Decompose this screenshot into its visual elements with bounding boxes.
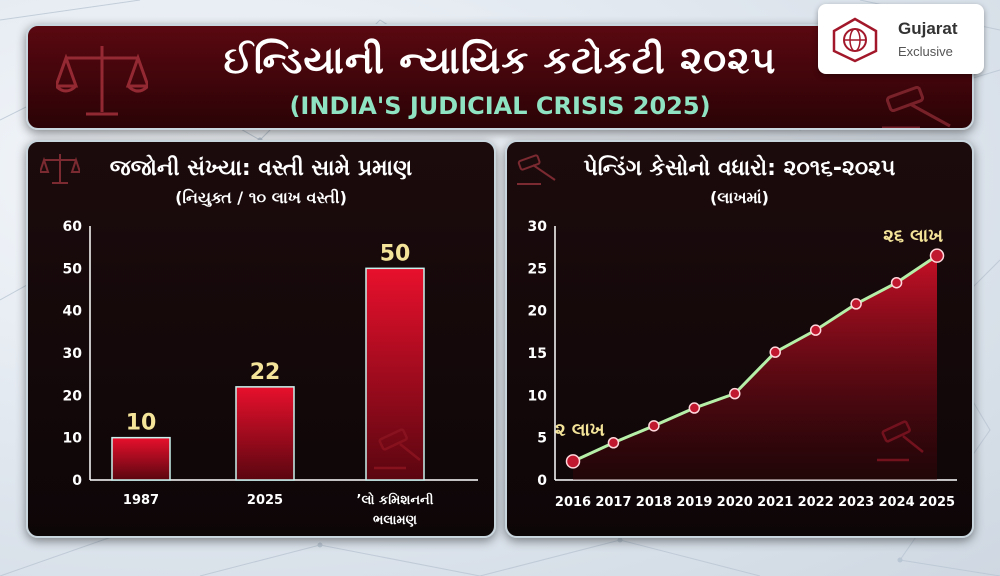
y-tick-label: 0 [72, 473, 82, 489]
page-subtitle: (INDIA'S JUDICIAL CRISIS 2025) [289, 92, 711, 120]
x-tick-label: 2023 [838, 495, 874, 510]
data-point [565, 454, 581, 469]
y-tick-label: 30 [528, 219, 548, 235]
page-title: ઈન્ડિયાની ન્યાયિક કટોકટી ૨૦૨૫ [223, 38, 777, 82]
y-tick-label: 10 [63, 431, 83, 447]
logo-tagline: Exclusive [898, 44, 953, 59]
y-tick-label: 15 [528, 346, 547, 362]
x-tick-label: 2016 [555, 495, 591, 510]
start-annotation: ૨ લાખ [555, 419, 605, 440]
bar-chart-subtitle: (નિયુક્ત / ૧૦ લાખ વસ્તી) [175, 188, 347, 207]
gavel-icon [517, 154, 556, 185]
x-tick-label: 2018 [636, 495, 672, 510]
bar [111, 436, 171, 481]
y-tick-label: 20 [63, 388, 83, 404]
y-tick-label: 0 [537, 473, 547, 489]
x-tick-label: 2025 [247, 493, 283, 508]
pending-cases-panel: પેન્ડિંગ કેસોનો વધારો: ૨૦૧૬-૨૦૨૫ (લાખમાં… [505, 140, 974, 538]
gavel-icon [882, 86, 951, 128]
x-tick-label: 2017 [595, 495, 631, 510]
x-tick-label: 2025 [919, 495, 955, 510]
data-point [688, 402, 701, 414]
y-tick-label: 20 [528, 304, 548, 320]
brand-logo: Gujarat Exclusive [818, 4, 984, 74]
data-point [769, 346, 781, 358]
x-tick-label: 2022 [798, 495, 834, 510]
x-tick-label: 2019 [676, 495, 712, 510]
scales-of-justice-icon [40, 154, 80, 184]
bar-value-label: 10 [126, 411, 157, 436]
x-tick-label: 2020 [717, 495, 753, 510]
gavel-icon [877, 420, 924, 462]
end-annotation: ૨૬ લાખ [883, 226, 943, 247]
y-tick-label: 25 [528, 261, 547, 277]
area-chart-subtitle: (લાખમાં) [709, 188, 769, 207]
x-tick-label: 2021 [757, 495, 793, 510]
data-point [809, 324, 822, 336]
data-point [929, 248, 945, 263]
gavel-icon [374, 428, 421, 470]
bar-value-label: 22 [250, 360, 281, 385]
logo-name: Gujarat [898, 19, 958, 38]
title-banner: ઈન્ડિયાની ન્યાયિક કટોકટી ૨૦૨૫ (INDIA'S J… [26, 24, 974, 130]
scales-of-justice-icon [56, 46, 148, 116]
bar-value-label: 50 [380, 241, 411, 266]
series-line [572, 254, 938, 463]
data-point [729, 387, 741, 400]
x-tick-label: 2024 [878, 495, 914, 510]
area-chart-title: પેન્ડિંગ કેસોનો વધારો: ૨૦૧૬-૨૦૨૫ [583, 156, 896, 181]
judges-bar-chart: 0 10 20 30 40 50 60 10 1987 22 2025 50 ’લો કમિશનની ભલ… [63, 219, 478, 528]
bar [365, 267, 425, 481]
x-tick-label: ભલામણ [373, 513, 418, 528]
data-point [648, 420, 660, 432]
data-point [850, 298, 862, 310]
y-tick-label: 40 [63, 304, 83, 320]
data-point [890, 276, 903, 289]
x-tick-label: 1987 [123, 493, 159, 508]
y-tick-label: 10 [528, 388, 548, 404]
judges-ratio-panel: જજોની સંખ્યા: વસ્તી સામે પ્રમાણ (નિયુક્ત… [26, 140, 496, 538]
y-tick-label: 30 [63, 346, 83, 362]
y-tick-label: 5 [537, 431, 547, 447]
y-tick-label: 50 [63, 261, 83, 277]
data-point [607, 436, 620, 449]
bar-chart-title: જજોની સંખ્યા: વસ્તી સામે પ્રમાણ [109, 156, 413, 181]
y-tick-label: 60 [63, 219, 83, 235]
globe-emblem-icon [832, 17, 878, 63]
x-tick-label: ’લો કમિશનની [357, 491, 434, 508]
bar [235, 386, 295, 481]
